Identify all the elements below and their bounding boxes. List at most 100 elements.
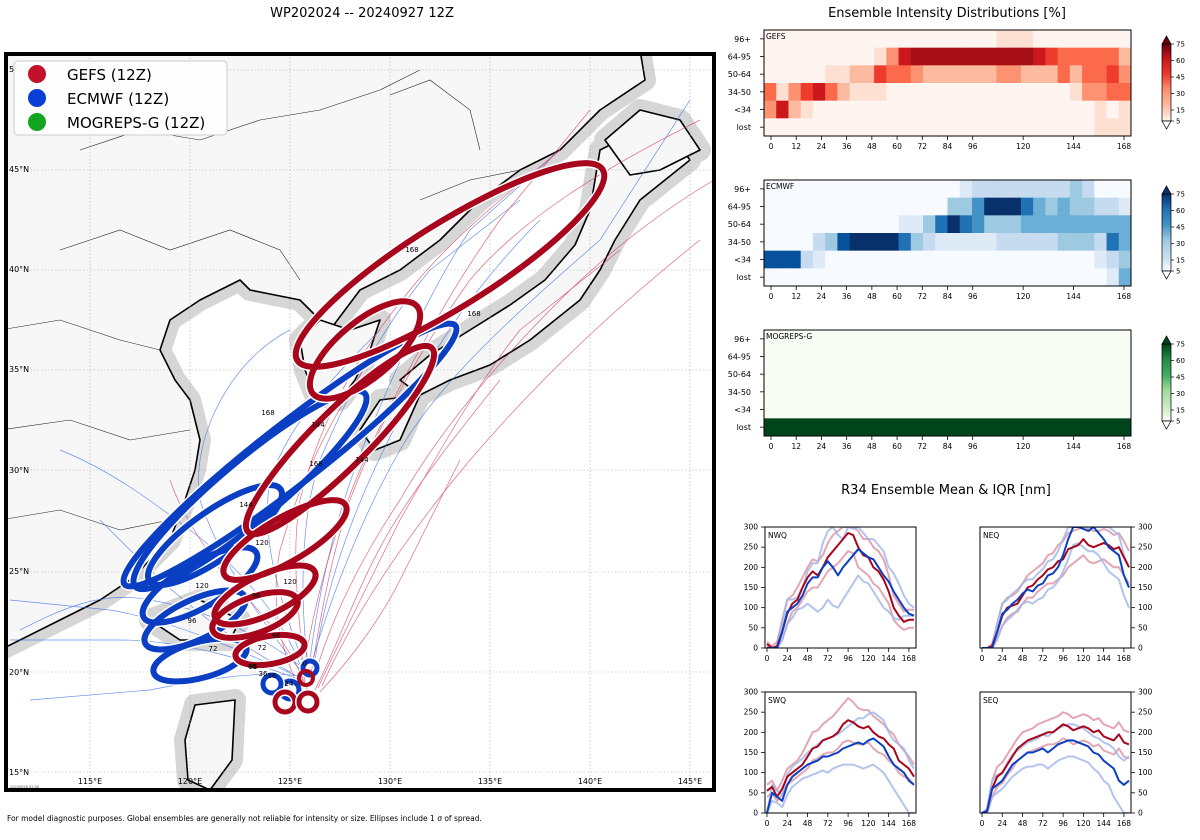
heatmap-x-label: 168 bbox=[1117, 442, 1132, 451]
colorbar-tick-label: 15 bbox=[1176, 257, 1185, 265]
heatmap-cell bbox=[825, 268, 838, 287]
heatmap-cell bbox=[971, 268, 985, 287]
r34-x-label: 48 bbox=[803, 654, 813, 663]
heatmap-cell bbox=[1057, 215, 1071, 234]
heatmap-cell bbox=[947, 65, 961, 84]
heatmap-cell bbox=[1106, 268, 1120, 287]
map-frame bbox=[4, 52, 716, 792]
heatmap-cell bbox=[849, 47, 863, 66]
heatmap-cell bbox=[874, 268, 887, 287]
r34-title: R34 Ensemble Mean & IQR [nm] bbox=[841, 483, 1051, 498]
map-panel: 96 36 0 24 72 96 120 144 168 168 36 48 7… bbox=[4, 52, 716, 792]
heatmap-cell bbox=[1008, 268, 1022, 287]
heatmap-cell bbox=[959, 100, 973, 119]
colorbar-tick-label: 45 bbox=[1176, 374, 1185, 382]
colorbar-tick-label: 45 bbox=[1176, 224, 1185, 232]
r34-y-label: 50 bbox=[1138, 623, 1148, 632]
heatmap-cell bbox=[1033, 268, 1046, 287]
map-legend: GEFS (12Z) ECMWF (12Z) MOGREPS-G (12Z) bbox=[13, 60, 228, 136]
heatmap-cell bbox=[1106, 197, 1120, 216]
gefs-label-96b: 96 bbox=[252, 592, 261, 600]
r34-x-label: 120 bbox=[861, 654, 876, 663]
heatmap-cell bbox=[996, 268, 1010, 287]
colorbar bbox=[1161, 193, 1172, 272]
heatmap-cell bbox=[849, 118, 863, 137]
heatmap-x-label: 48 bbox=[867, 142, 877, 151]
heatmap-x-label: 72 bbox=[918, 442, 928, 451]
heatmap-cell bbox=[1118, 118, 1132, 137]
heatmap-cell bbox=[935, 30, 948, 49]
heatmap-cell bbox=[788, 197, 802, 216]
r34-y-label: 50 bbox=[748, 788, 758, 797]
heatmap-cell bbox=[910, 30, 924, 49]
heatmap-cell bbox=[923, 233, 936, 252]
heatmap-cell bbox=[923, 197, 936, 216]
r34-y-label: 300 bbox=[744, 523, 759, 532]
heatmap-cell bbox=[788, 83, 802, 102]
lat-label: 40°N bbox=[9, 265, 29, 274]
heatmap-cell bbox=[935, 180, 948, 199]
heatmap-cell bbox=[874, 180, 887, 199]
r34-y-label: 250 bbox=[744, 543, 759, 552]
lat-label: 25°N bbox=[9, 567, 29, 576]
colorbar-tick-label: 60 bbox=[1176, 57, 1185, 65]
heatmap-cell bbox=[935, 100, 948, 119]
heatmap-x-label: 144 bbox=[1066, 442, 1081, 451]
r34-x-label: 72 bbox=[823, 654, 833, 663]
heatmap-x-label: 12 bbox=[791, 442, 801, 451]
heatmap-cell bbox=[812, 180, 826, 199]
heatmap-cell bbox=[849, 268, 863, 287]
heatmap-cell bbox=[1106, 47, 1120, 66]
r34-x-label: 24 bbox=[998, 654, 1008, 663]
heatmap-cell bbox=[825, 118, 838, 137]
colorbar bbox=[1161, 343, 1172, 422]
heatmap-cell bbox=[849, 197, 863, 216]
heatmap-cell bbox=[1118, 268, 1132, 287]
ellipse-labels: 96 36 0 24 72 96 120 144 168 168 36 48 7… bbox=[188, 246, 481, 688]
r34-y-label: 0 bbox=[753, 809, 758, 818]
colorbar-tick-label: 75 bbox=[1176, 191, 1185, 199]
heatmap-cell bbox=[1045, 233, 1058, 252]
heatmap-y-label: <34 bbox=[734, 256, 751, 265]
heatmap-y-label: 64-95 bbox=[728, 53, 751, 62]
heatmap-cell bbox=[837, 268, 851, 287]
heatmap-cell bbox=[971, 83, 985, 102]
heatmap-cell bbox=[1069, 268, 1083, 287]
r34-panel-label: NEQ bbox=[983, 531, 999, 540]
heatmap-cell bbox=[1057, 30, 1071, 49]
r34-x-label: 72 bbox=[823, 819, 833, 828]
heatmap-cell bbox=[886, 215, 899, 234]
heatmap-x-label: 60 bbox=[892, 442, 902, 451]
heatmap-cell bbox=[788, 268, 802, 287]
heatmap-cell bbox=[1118, 250, 1132, 269]
heatmap-cell bbox=[947, 215, 961, 234]
heatmap-cell bbox=[971, 118, 985, 137]
heatmap-cell bbox=[1033, 30, 1046, 49]
heatmap-cell bbox=[959, 180, 973, 199]
heatmap-cell bbox=[1082, 100, 1095, 119]
gefs-label-120: 120 bbox=[255, 539, 268, 547]
heatmap-cell bbox=[837, 100, 851, 119]
r34-y-label: 200 bbox=[744, 563, 759, 572]
heatmap-cell bbox=[837, 250, 851, 269]
heatmap-cell bbox=[1008, 30, 1022, 49]
heatmap-cell bbox=[923, 30, 936, 49]
heatmap-cell bbox=[800, 215, 814, 234]
heatmap-cell bbox=[898, 100, 912, 119]
heatmap-cell bbox=[874, 83, 887, 102]
heatmap-cell bbox=[947, 197, 961, 216]
lat-label: 20°N bbox=[9, 668, 29, 677]
heatmap-cell bbox=[935, 268, 948, 287]
heatmap-cell bbox=[1082, 268, 1095, 287]
heatmap-cell bbox=[1094, 250, 1107, 269]
heatmap-cell bbox=[898, 65, 912, 84]
r34-line-ecmwf-iqr-low bbox=[767, 574, 914, 648]
heatmap-cell bbox=[996, 250, 1010, 269]
r34-x-label: 144 bbox=[881, 819, 896, 828]
heatmap-cell bbox=[996, 100, 1010, 119]
heatmap-cell bbox=[1045, 47, 1058, 66]
heatmap-cell bbox=[996, 83, 1010, 102]
heatmap-x-label: 12 bbox=[791, 292, 801, 301]
heatmap-x-label: 168 bbox=[1117, 292, 1132, 301]
